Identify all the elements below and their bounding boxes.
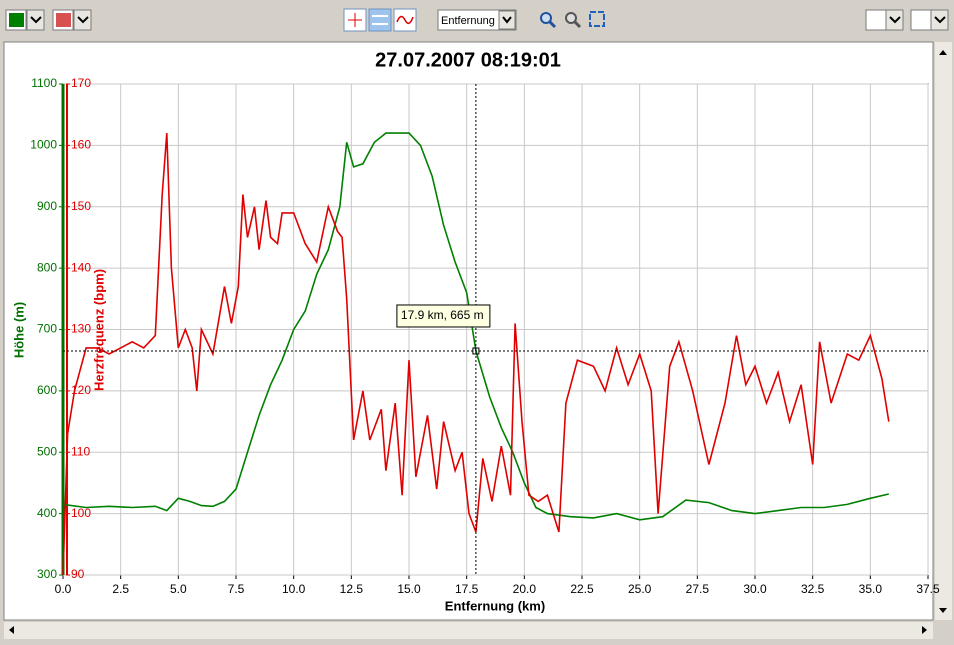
arrow-icon xyxy=(77,16,89,24)
series-line xyxy=(62,132,889,521)
y-tick-label: 1100 xyxy=(31,76,57,90)
x-tick-label: 2.5 xyxy=(112,582,129,596)
y-axis-title: Höhe (m) xyxy=(11,302,26,358)
dropdown-button[interactable] xyxy=(498,10,516,30)
zoom-fit-button[interactable] xyxy=(589,11,605,27)
x-tick-label: 12.5 xyxy=(340,582,364,596)
x-axis-title: Entfernung (km) xyxy=(445,598,545,613)
curve-icon xyxy=(396,15,414,25)
color-swatch xyxy=(56,13,71,27)
x-tick-label: 0.0 xyxy=(55,582,72,596)
arrow-icon xyxy=(30,16,42,24)
x-tick-label: 20.0 xyxy=(513,582,537,596)
scroll-down[interactable] xyxy=(939,608,947,613)
arrow-icon xyxy=(889,16,901,24)
y2-tick-label: 140 xyxy=(71,260,91,274)
x-tick-label: 22.5 xyxy=(570,582,594,596)
arrow-icon xyxy=(934,16,946,24)
toolbar: Entfernung xyxy=(5,8,949,32)
x-tick-label: 25.0 xyxy=(628,582,652,596)
y-tick-label: 1000 xyxy=(30,138,57,152)
color-swatch xyxy=(9,13,24,27)
vertical-scrollbar[interactable] xyxy=(935,42,952,620)
dropdown-button[interactable] xyxy=(26,9,45,31)
option-box[interactable] xyxy=(910,9,932,31)
dropdown-button[interactable] xyxy=(885,9,904,31)
scroll-left[interactable] xyxy=(9,626,14,634)
y2-tick-label: 150 xyxy=(71,199,91,213)
y2-tick-label: 170 xyxy=(71,76,91,90)
y2-tick-label: 110 xyxy=(71,444,90,458)
x-tick-label: 27.5 xyxy=(686,582,710,596)
crosshair-icon xyxy=(348,13,362,27)
y-tick-label: 600 xyxy=(37,383,57,397)
option-box[interactable] xyxy=(865,9,887,31)
x-tick-label: 17.5 xyxy=(455,582,479,596)
y2-tick-label: 90 xyxy=(71,567,85,581)
axis-dropdown[interactable] xyxy=(437,9,517,31)
y2-tick-label: 160 xyxy=(71,138,91,152)
dropdown-button[interactable] xyxy=(73,9,92,31)
y-tick-label: 400 xyxy=(37,506,57,520)
y2-tick-label: 100 xyxy=(71,506,91,520)
range-icon xyxy=(372,15,388,25)
dropdown-button[interactable] xyxy=(930,9,949,31)
scroll-right[interactable] xyxy=(922,626,927,634)
y-tick-label: 700 xyxy=(37,322,57,336)
x-tick-label: 5.0 xyxy=(170,582,187,596)
x-tick-label: 10.0 xyxy=(282,582,306,596)
series-line xyxy=(62,133,890,576)
horizontal-scrollbar[interactable] xyxy=(4,622,933,639)
y-tick-label: 800 xyxy=(37,260,57,274)
tooltip-text: 17.9 km, 665 m xyxy=(401,308,484,322)
x-tick-label: 15.0 xyxy=(397,582,421,596)
plot: 0.0 2.5 5.0 7.5 10.0 12.5 15.0 17.5 20.0 22.5 25.0… xyxy=(30,76,940,596)
x-tick-label: 32.5 xyxy=(801,582,825,596)
chart-title: 27.07.2007 08:19:01 xyxy=(375,49,561,71)
x-tick-label: 35.0 xyxy=(859,582,883,596)
tooltip-box xyxy=(396,304,491,328)
zoom-out-button[interactable] xyxy=(565,12,582,29)
y2-axis-title: Herzfrequenz (bpm) xyxy=(91,269,106,391)
y-tick-label: 300 xyxy=(37,567,57,581)
x-tick-label: 37.5 xyxy=(916,582,940,596)
y-tick-label: 900 xyxy=(37,199,57,213)
crosshair-point xyxy=(472,347,480,355)
dropdown-text: Entfernung xyxy=(441,15,495,27)
range-button[interactable] xyxy=(368,8,392,32)
y2-tick-label: 130 xyxy=(71,322,91,336)
zoom-in-button[interactable] xyxy=(540,12,557,29)
arrow-icon xyxy=(502,16,512,24)
x-tick-label: 30.0 xyxy=(743,582,767,596)
y-tick-label: 500 xyxy=(37,444,57,458)
scroll-up[interactable] xyxy=(939,50,947,55)
x-tick-label: 7.5 xyxy=(228,582,245,596)
